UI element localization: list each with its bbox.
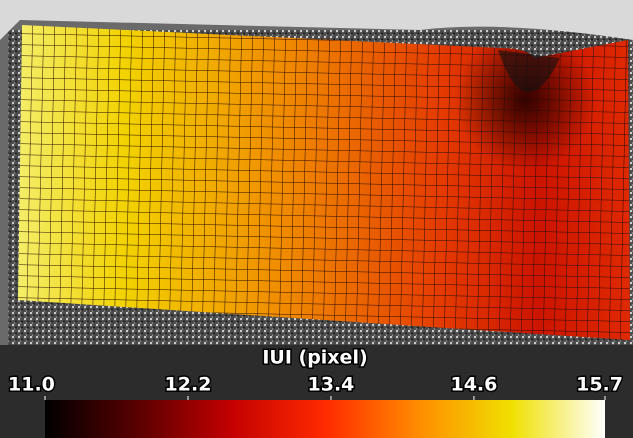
colorbar-label: IUI (pixel): [262, 347, 367, 369]
chart: IUI (pixel) 11.0 12.2 13.4 14.6 15.7: [0, 0, 633, 438]
colorbar: [45, 400, 605, 438]
tick-label: 15.7: [576, 374, 623, 396]
tick-label: 12.2: [165, 374, 212, 396]
tick-label: 14.6: [450, 374, 497, 396]
tick-label: 11.0: [8, 374, 55, 396]
tick-label: 13.4: [308, 374, 355, 396]
